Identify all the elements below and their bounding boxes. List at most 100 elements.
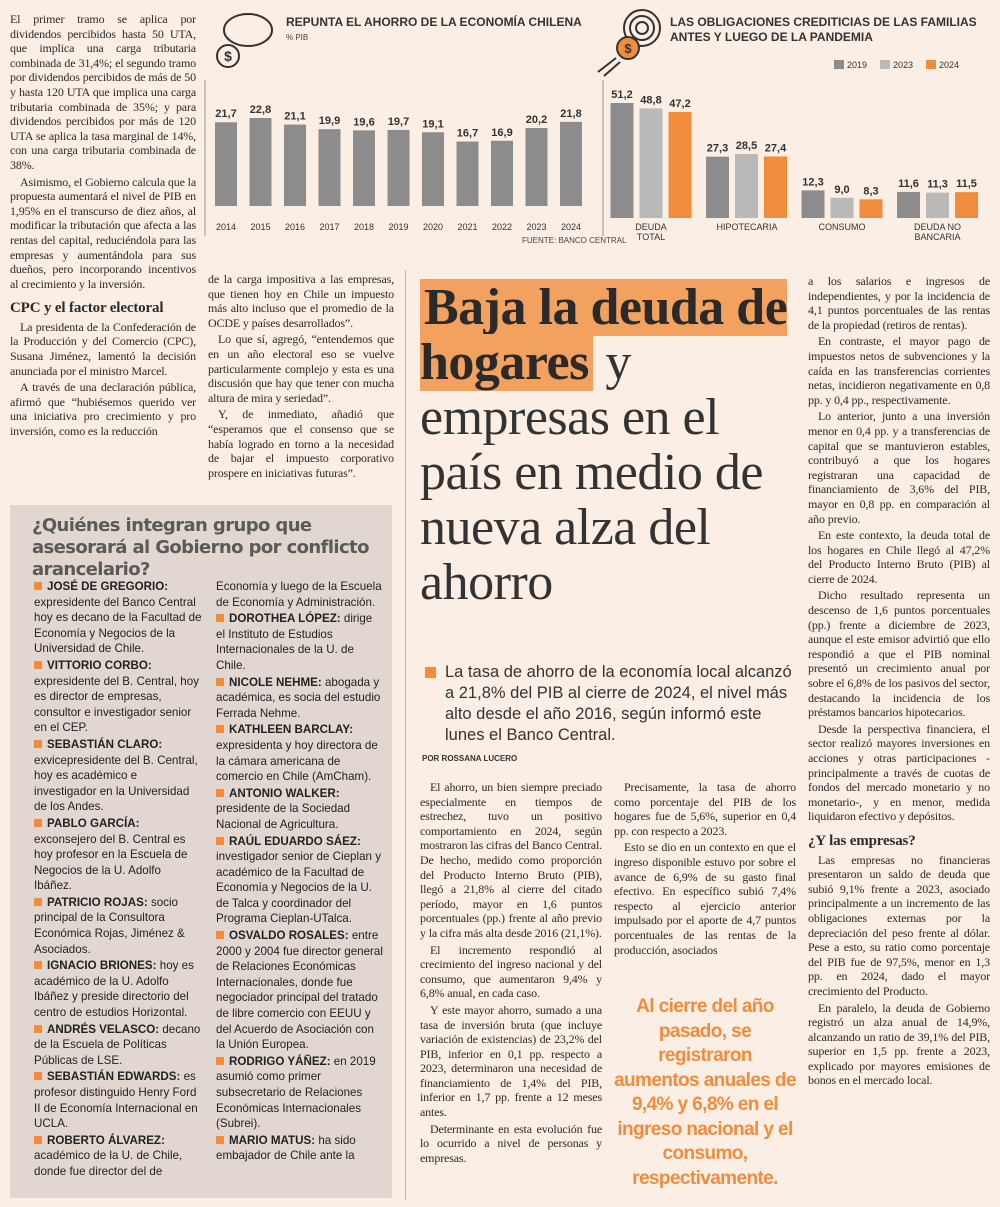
item-marker: [216, 725, 224, 734]
value-label: 51,2: [611, 89, 632, 101]
bar: [560, 121, 582, 206]
item-marker: [34, 1072, 42, 1081]
paragraph: Y, de inmediato, añadió que “esperamos q…: [208, 407, 394, 480]
value-label: 19,9: [319, 115, 340, 127]
sidebar-item: PATRICIO ROJAS: socio principal de la Co…: [34, 895, 202, 957]
sidebar-item: OSVALDO ROSALES: entre 2000 y 2004 fue d…: [216, 928, 384, 1053]
charts: $ $ 21,7 2014 22,8 2015 21,1 2016 19,9 2017 19,6…: [204, 9, 978, 236]
bar: [859, 199, 883, 218]
paragraph: a los salarios e ingresos de independien…: [808, 274, 990, 332]
item-marker: [216, 1135, 224, 1144]
sidebar-item: JOSÉ DE GREGORIO: expresidente del Banco…: [34, 579, 202, 657]
paragraph: La presidenta de la Confederación de la …: [10, 319, 196, 378]
bar: [639, 108, 663, 218]
text-column: a los salarios e ingresos de independien…: [808, 274, 990, 1200]
item-text: abogada y académica, es socia del estudi…: [216, 675, 381, 720]
x-tick-label: 2024: [561, 222, 581, 232]
sidebar-title: ¿Quiénes integran grupo que asesorará al…: [32, 515, 369, 580]
x-tick-label: 2015: [250, 222, 270, 232]
item-marker: [216, 1056, 224, 1065]
item-text: socio principal de la Consultora Económi…: [34, 895, 185, 956]
sidebar-item: NICOLE NEHME: abogada y académica, es so…: [216, 675, 384, 722]
x-tick-label: HIPOTECARIA: [716, 222, 778, 232]
paragraph: A través de una declaración pública, afi…: [10, 380, 196, 439]
bar: [456, 141, 479, 206]
bar: [926, 192, 949, 218]
item-name: PATRICIO ROJAS:: [47, 895, 148, 909]
byline: POR ROSSANA LUCERO: [422, 754, 518, 763]
item-name: MARIO MATUS:: [229, 1133, 316, 1147]
value-label: 21,1: [284, 111, 305, 123]
bar: [249, 118, 272, 206]
x-tick-label: DEUDA NO BANCARIA: [913, 222, 961, 242]
paragraph: Lo que sí, agregó, “entendemos que en un…: [208, 332, 394, 405]
item-name: OSVALDO ROSALES:: [229, 929, 349, 943]
item-name: RAÚL EDUARDO SÁEZ:: [229, 834, 361, 848]
item-name: SEBASTIÁN EDWARDS:: [47, 1070, 181, 1084]
bar: [897, 191, 920, 218]
lead-marker: [425, 667, 436, 678]
headline-rest: y empresas en el país en medio de nueva …: [420, 334, 763, 611]
paragraph: El incremento respondió al crecimiento d…: [420, 942, 602, 1001]
sidebar-item: RAÚL EDUARDO SÁEZ: investigador senior d…: [216, 834, 384, 928]
value-label: 27,3: [707, 143, 728, 155]
value-label: 19,1: [422, 118, 443, 130]
bar: [668, 111, 692, 218]
bar: [387, 129, 410, 206]
subheading: CPC y el factor electoral: [10, 300, 164, 317]
item-marker: [216, 836, 224, 845]
paragraph: Esto se dio en un contexto en que el ing…: [614, 840, 796, 957]
item-text: ha sido embajador de Chile ante la OMC, …: [216, 1133, 356, 1163]
item-marker: [216, 677, 224, 686]
item-text: decano de la Escuela de Políticas Públic…: [34, 1022, 201, 1067]
item-text: exvicepresidente del B. Central, hoy es …: [34, 753, 198, 814]
item-marker: [34, 739, 42, 748]
bar: [318, 129, 341, 206]
lead: La tasa de ahorro de la economía local a…: [425, 662, 793, 746]
sidebar-item: SEBASTIÁN EDWARDS: es profesor distingui…: [34, 1069, 202, 1131]
paragraph: El primer tramo se aplica por dividendos…: [10, 12, 196, 172]
bar: [610, 103, 634, 218]
bar: [215, 122, 237, 206]
item-text: entre 2000 y 2004 fue director general d…: [216, 929, 383, 1052]
chart-title: REPUNTA EL AHORRO DE LA ECONOMÍA CHILENA: [286, 15, 582, 29]
item-name: VITTORIO CORBO:: [47, 658, 152, 672]
value-label: 16,9: [491, 127, 512, 139]
paragraph: Lo anterior, junto a una inversión menor…: [808, 409, 990, 526]
item-marker: [34, 897, 42, 906]
text-column: de la carga impositiva a las empresas, q…: [208, 272, 394, 492]
value-label: 11,5: [956, 178, 977, 190]
paragraph: En contraste, el mayor pago de impuestos…: [808, 334, 990, 407]
x-tick-label: 2016: [285, 222, 305, 232]
x-tick-label: 2018: [354, 222, 374, 232]
piggy-icon: $: [216, 13, 273, 68]
svg-text:$: $: [624, 41, 632, 56]
item-name: PABLO GARCÍA:: [47, 816, 140, 830]
value-label: 27,4: [765, 142, 787, 154]
chart-title: LAS OBLIGACIONES CREDITICIAS DE LAS FAMI…: [670, 15, 977, 44]
bar: [764, 156, 787, 218]
paragraph: El ahorro, un bien siempre preciado espe…: [420, 780, 602, 940]
item-text: expresidente del B. Central, hoy es dire…: [34, 674, 199, 735]
item-text: académico de la U. de Chile, donde fue d…: [34, 580, 382, 1178]
text-column: El primer tramo se aplica por dividendos…: [10, 12, 196, 492]
subheading: ¿Y las empresas?: [808, 832, 916, 849]
item-marker: [216, 788, 224, 797]
bar: [706, 156, 729, 218]
sidebar-item: SEBASTIÁN CLARO: exvicepresidente del B.…: [34, 737, 202, 815]
value-label: 12,3: [802, 176, 823, 188]
value-label: 9,0: [834, 184, 849, 196]
sidebar-list: JOSÉ DE GREGORIO: expresidente del Banco…: [34, 579, 384, 1191]
x-tick-label: 2022: [492, 222, 512, 232]
paragraph: Determinante en esta evolución fue lo oc…: [420, 1121, 602, 1165]
value-label: 11,6: [898, 178, 919, 190]
item-name: IGNACIO BRIONES:: [47, 959, 157, 973]
item-text: expresidenta y hoy directora de la cámar…: [216, 738, 378, 784]
headline: Baja la deuda de hogares y empresas en e…: [420, 279, 795, 611]
item-text: exconsejero del B. Central es hoy profes…: [34, 832, 188, 893]
paragraph: Asimismo, el Gobierno calcula que la pro…: [10, 174, 196, 291]
bar: [422, 132, 444, 206]
item-text: expresidente del Banco Central hoy es de…: [34, 595, 202, 656]
item-name: ROBERTO ÁLVAREZ:: [47, 1133, 165, 1147]
value-label: 19,7: [388, 116, 409, 128]
